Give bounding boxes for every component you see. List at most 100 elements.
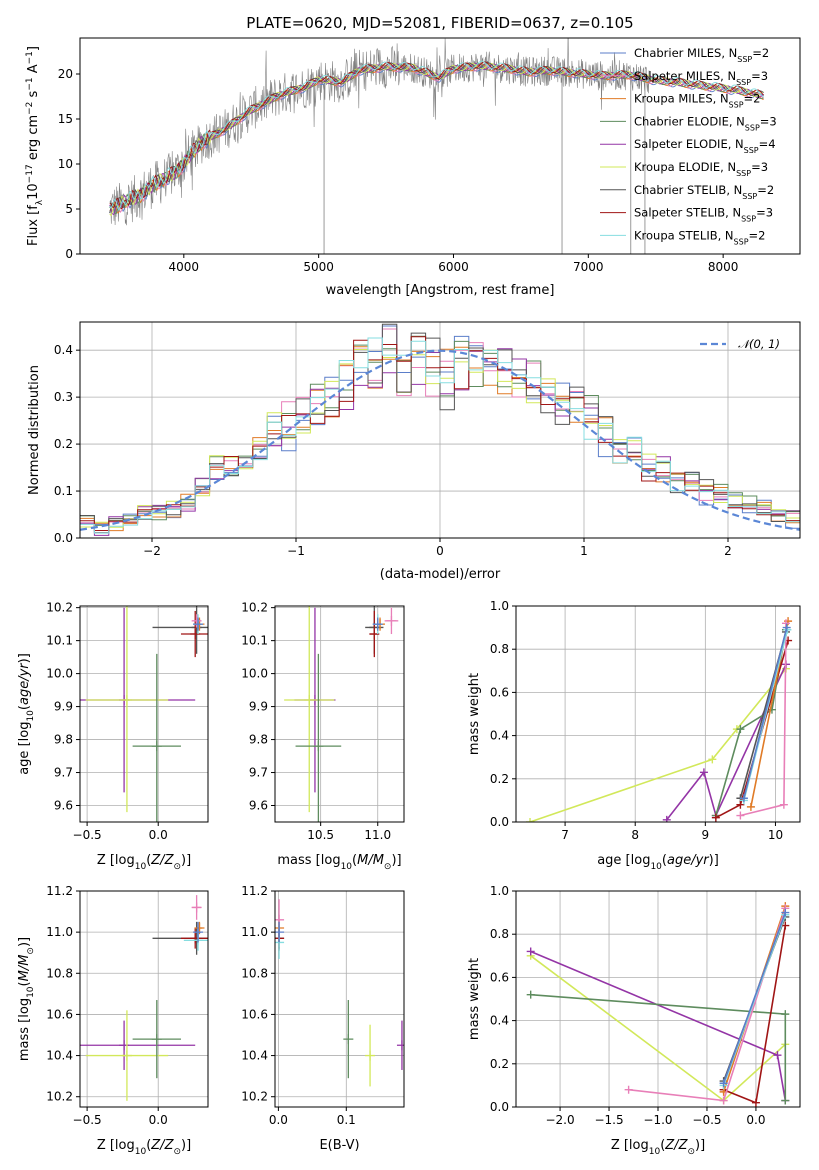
weight-vs-Z-ylabel: mass weight [467,958,482,1040]
weight-vs-age-xlabel-part: age/yr [667,853,710,868]
mass-vs-EBV-xtick-label: 0.0 [269,1113,288,1127]
spectrum-frame [79,37,801,255]
mass-vs-EBV-ytick-label: 11.2 [241,884,268,898]
mass-vs-Z-ylabel-part: )] [17,937,32,947]
spectrum-ylabel-part: ] [26,46,41,51]
weight-vs-age-xtick-label: 10 [768,828,783,842]
mass-vs-EBV-xtick-label: 0.1 [337,1113,356,1127]
age-vs-mass-xlabel-part: 10 [341,862,353,872]
mass-vs-Z-xlabel-part: Z [log [97,1138,135,1153]
mass-vs-Z-ytick-label: 10.6 [46,1007,73,1021]
spectrum-ytick-label: 20 [58,67,73,81]
legend-entry: Salpeter STELIB, NSSP=3 [634,206,773,224]
mass-vs-Z-xlabel-part: )] [181,1138,191,1153]
legend-entry-value: =2 [752,46,769,60]
age-vs-mass-xlabel-part: ⊙ [384,862,392,872]
weight-vs-age-ytick-label: 0.4 [490,729,509,743]
residuals-ytick-label: 0.1 [54,484,73,498]
age-vs-Z-xlabel-part: ( [146,853,151,868]
spectrum-ylabel-part: −1 [25,77,35,90]
weight-vs-Z-xlabel-part: )] [695,1138,705,1153]
point-marker [372,619,383,630]
age-vs-mass-axes: 10.5 11.0 9.6 9.7 9.8 9.9 10.0 10.1 10.2 mass [lo… [241,601,405,872]
legend-entry-value: =2 [749,228,766,242]
age-vs-mass-xlabel-part: M/M [357,853,384,868]
weight-vs-Z-ytick-label: 0.8 [490,927,509,941]
legend-entry-name: Kroupa MILES, N [634,92,729,106]
legend-entry-name: Chabrier MILES, N [634,46,737,60]
model-line-kroupa-stelib [109,60,764,212]
mass-vs-EBV-ytick-label: 10.8 [241,966,268,980]
mass-vs-Z-frame [79,890,209,1108]
age-vs-Z-ylabel-part: 10 [26,710,36,722]
mass-vs-EBV-ytick-label: 11.0 [241,925,268,939]
legend-gauss-label: 𝒩(0, 1) [738,337,780,351]
residuals-xtick-label: 1 [580,544,588,558]
weight-vs-Z-plot [516,891,800,1107]
residuals-xlabel: (data-model)/error [380,567,501,582]
residuals-axes: −2 −1 0 1 2 0.0 0.1 0.2 0.3 0.4 (data-model)/error… [27,321,801,582]
age-vs-mass-xlabel-part: )] [391,853,401,868]
age-vs-mass-ytick-label: 10.2 [241,601,268,615]
legend-entry-value: =3 [751,69,768,83]
series-point [719,1079,728,1088]
spectrum-xtick-label: 5000 [303,260,334,274]
series-line-kroupa-elodie [529,668,787,822]
mass-vs-Z-xlabel-part: ( [146,1138,151,1153]
legend-entry-name: Chabrier STELIB, N [634,183,742,197]
point-marker [121,1050,132,1061]
legend-entry: Kroupa STELIB, NSSP=2 [634,228,765,246]
weight-vs-age-xlabel-part: 10 [650,862,662,872]
age-vs-Z-axes: −0.5 0.09.69.79.89.910.010.110.2Z [log10(… [17,601,209,872]
series-point [526,990,535,999]
mass-vs-Z-plot [80,891,208,1107]
age-vs-Z-xtick-label: −0.5 [73,828,102,842]
series-point [736,800,745,809]
age-vs-Z-ytick-label: 10.2 [46,601,73,615]
weight-vs-Z-xlabel-part: ⊙ [687,1147,695,1157]
legend-entry-value: =2 [757,183,774,197]
age-vs-mass-plot [275,606,404,822]
weight-vs-Z-xtick-label: −1.5 [594,1113,623,1127]
point-marker [190,629,201,640]
weight-vs-age-frame [515,605,801,823]
point-marker [304,694,315,705]
age-vs-Z-ylabel-part: )] [17,653,32,663]
series-line-chabrier-miles [722,912,787,1084]
weight-vs-Z-ylabel-part: mass weight [467,958,482,1040]
hist-kroupa-stelib [80,337,800,538]
mass-vs-Z-xtick-label: −0.5 [73,1113,102,1127]
age-vs-mass-xlabel: mass [log10(M/M⊙)] [277,853,401,872]
mass-vs-Z-ytick-label: 11.0 [46,925,73,939]
series-line-chabrier-miles [743,627,788,799]
point-marker [190,933,201,944]
age-vs-Z-ytick-label: 9.9 [54,700,73,714]
mass-vs-EBV-frame [274,890,405,1108]
residuals-xtick-label: −1 [287,544,305,558]
legend-entry: Chabrier ELODIE, NSSP=3 [634,114,777,131]
model-line-salpeter-stelib [109,61,764,210]
series-point [719,1096,728,1105]
residuals-frame [79,321,801,539]
mass-vs-EBV-xlabel: E(B-V) [319,1138,359,1153]
weight-vs-Z-ytick-label: 0.0 [490,1100,509,1114]
series-point [782,623,791,632]
series-point [773,1051,782,1060]
age-vs-Z-xlabel: Z [log10(Z/Z⊙)] [97,853,191,872]
point-marker [193,619,204,630]
age-vs-Z-frame [79,605,209,823]
legend-entry-sub: SSP [736,77,751,86]
point-marker [369,629,380,640]
weight-vs-age-ylabel: mass weight [467,673,482,755]
legend-entry: Salpeter MILES, NSSP=3 [634,69,768,87]
mass-vs-Z-ytick-label: 11.2 [46,884,73,898]
age-vs-mass-ytick-label: 10.0 [241,667,268,681]
residuals-ytick-label: 0.4 [54,343,73,357]
point-marker [121,694,132,705]
residuals-xtick-label: 0 [436,544,444,558]
weight-vs-age-plot [516,606,800,822]
weight-vs-age-xtick-label: 7 [561,828,569,842]
weight-vs-Z-xtick-label: −0.5 [692,1113,721,1127]
spectrum-ytick-label: 10 [58,157,73,171]
series-point [751,1098,760,1107]
